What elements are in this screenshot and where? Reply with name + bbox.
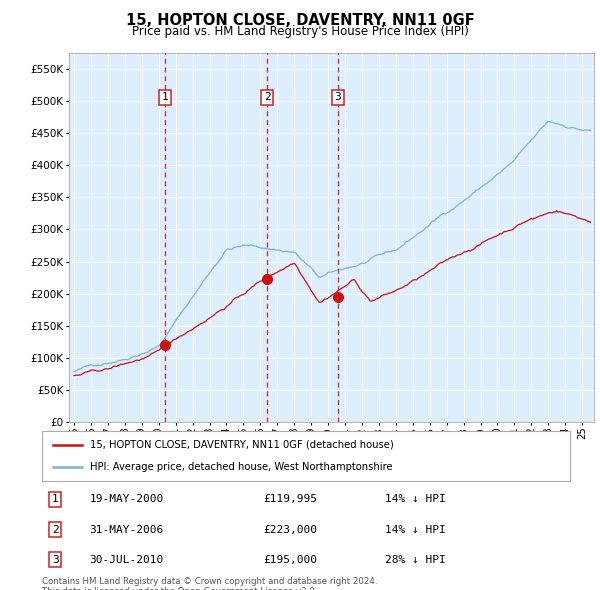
Text: Contains HM Land Registry data © Crown copyright and database right 2024.
This d: Contains HM Land Registry data © Crown c…: [42, 577, 377, 590]
Text: 14% ↓ HPI: 14% ↓ HPI: [385, 525, 446, 535]
Text: 3: 3: [52, 555, 59, 565]
Text: 19-MAY-2000: 19-MAY-2000: [89, 494, 164, 504]
Text: £195,000: £195,000: [264, 555, 318, 565]
Text: 30-JUL-2010: 30-JUL-2010: [89, 555, 164, 565]
Text: 14% ↓ HPI: 14% ↓ HPI: [385, 494, 446, 504]
Text: 28% ↓ HPI: 28% ↓ HPI: [385, 555, 446, 565]
Text: HPI: Average price, detached house, West Northamptonshire: HPI: Average price, detached house, West…: [89, 462, 392, 472]
Text: 3: 3: [335, 93, 341, 102]
Text: 1: 1: [52, 494, 59, 504]
Text: 15, HOPTON CLOSE, DAVENTRY, NN11 0GF: 15, HOPTON CLOSE, DAVENTRY, NN11 0GF: [125, 13, 475, 28]
Text: 1: 1: [162, 93, 169, 102]
Text: £223,000: £223,000: [264, 525, 318, 535]
Text: 15, HOPTON CLOSE, DAVENTRY, NN11 0GF (detached house): 15, HOPTON CLOSE, DAVENTRY, NN11 0GF (de…: [89, 440, 393, 450]
Text: 31-MAY-2006: 31-MAY-2006: [89, 525, 164, 535]
Text: £119,995: £119,995: [264, 494, 318, 504]
Text: 2: 2: [52, 525, 59, 535]
Text: 2: 2: [264, 93, 271, 102]
Text: Price paid vs. HM Land Registry's House Price Index (HPI): Price paid vs. HM Land Registry's House …: [131, 25, 469, 38]
